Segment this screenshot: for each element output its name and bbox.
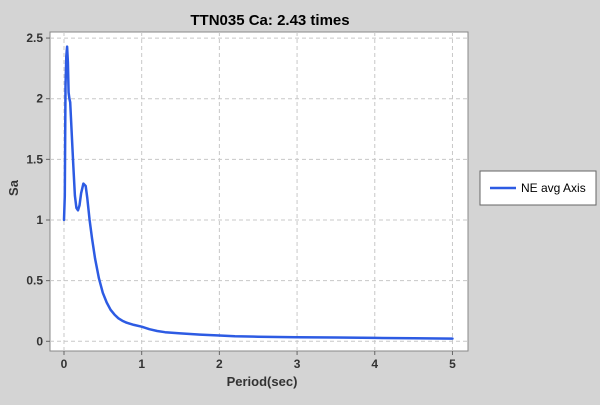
y-tick-label: 2 (36, 92, 43, 106)
x-tick-label: 1 (138, 357, 145, 371)
x-tick-label: 2 (216, 357, 223, 371)
y-tick-label: 0 (36, 334, 43, 348)
y-tick-label: 2.5 (26, 31, 43, 45)
y-axis-title: Sa (6, 179, 21, 196)
x-tick-label: 4 (371, 357, 378, 371)
x-tick-label: 0 (61, 357, 68, 371)
x-axis-title: Period(sec) (227, 374, 298, 389)
y-tick-label: 0.5 (26, 274, 43, 288)
y-tick-label: 1.5 (26, 152, 43, 166)
x-tick-label: 5 (449, 357, 456, 371)
chart-title: TTN035 Ca: 2.43 times (190, 12, 349, 29)
legend: NE avg Axis (479, 170, 597, 206)
x-tick-label: 3 (294, 357, 301, 371)
y-tick-label: 1 (36, 213, 43, 227)
series-line (62, 45, 454, 340)
legend-label: NE avg Axis (521, 181, 586, 195)
plot-area (49, 31, 469, 352)
series-layer (62, 45, 454, 340)
axis-ticks: 0 1 2 3 4 5 0 0.5 1 1.5 2 2.5 (26, 31, 456, 371)
